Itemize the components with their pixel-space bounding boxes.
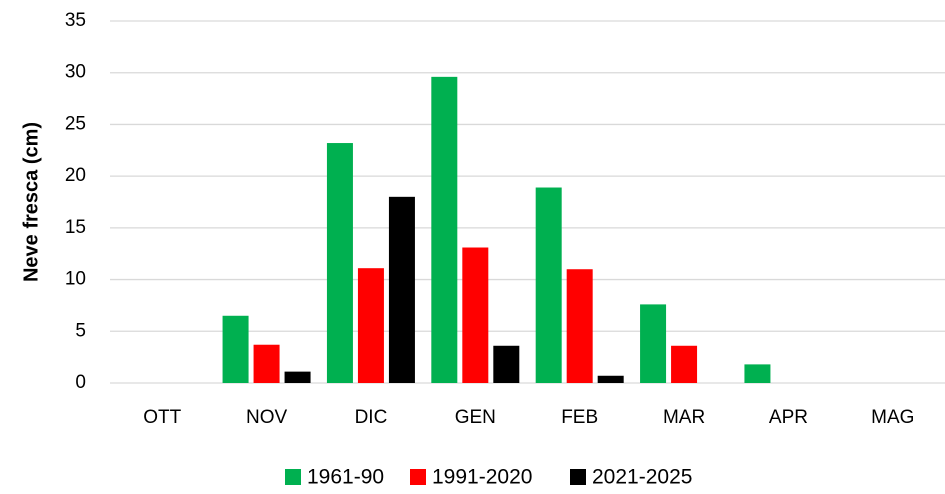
legend-label: 2021-2025 — [592, 466, 692, 489]
x-tick-label: FEB — [561, 407, 598, 428]
bar — [640, 304, 667, 383]
bar — [222, 315, 249, 383]
bar — [388, 196, 415, 383]
y-tick-label: 35 — [65, 10, 86, 31]
bar — [462, 247, 489, 383]
bar — [535, 187, 562, 383]
bar — [284, 371, 311, 383]
x-tick-label: DIC — [355, 407, 388, 428]
x-tick-label: APR — [769, 407, 808, 428]
y-tick-label: 30 — [65, 62, 86, 83]
legend-label: 1961-90 — [307, 466, 384, 489]
y-tick-label: 5 — [75, 320, 86, 341]
bar — [357, 268, 384, 383]
y-tick-label: 20 — [65, 165, 86, 186]
y-tick-label: 0 — [75, 372, 86, 393]
bar — [493, 345, 520, 383]
legend-swatch — [570, 469, 586, 485]
legend-label: 1991-2020 — [432, 466, 532, 489]
x-tick-label: GEN — [455, 407, 496, 428]
bar — [431, 76, 458, 383]
y-tick-label: 15 — [65, 217, 86, 238]
y-tick-label: 25 — [65, 113, 86, 134]
legend-swatch — [410, 469, 426, 485]
legend-swatch — [285, 469, 301, 485]
x-tick-label: OTT — [143, 407, 181, 428]
bar — [566, 269, 593, 383]
y-tick-label: 10 — [65, 269, 86, 290]
y-axis-title: Neve fresca (cm) — [20, 122, 42, 282]
x-tick-label: MAG — [871, 407, 914, 428]
bar — [326, 143, 353, 383]
bar — [253, 344, 280, 383]
bar — [744, 364, 771, 383]
x-tick-label: MAR — [663, 407, 705, 428]
x-tick-label: NOV — [246, 407, 288, 428]
bar — [597, 375, 624, 383]
bar — [671, 345, 698, 383]
